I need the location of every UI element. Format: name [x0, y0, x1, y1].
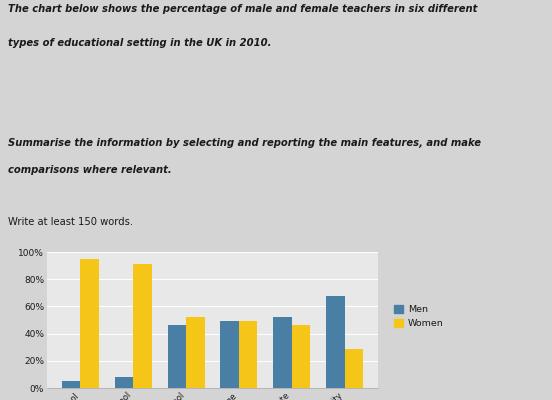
Text: comparisons where relevant.: comparisons where relevant. — [8, 165, 171, 175]
Text: types of educational setting in the UK in 2010.: types of educational setting in the UK i… — [8, 38, 271, 48]
Bar — [186, 317, 205, 388]
Legend: Men, Women: Men, Women — [394, 305, 444, 328]
Bar — [292, 326, 310, 388]
Bar — [344, 348, 363, 388]
Text: Summarise the information by selecting and reporting the main features, and make: Summarise the information by selecting a… — [8, 138, 481, 148]
Bar — [133, 264, 152, 388]
Bar — [81, 259, 99, 388]
Bar — [168, 326, 186, 388]
Bar — [115, 377, 133, 388]
Bar — [273, 317, 292, 388]
Text: Write at least 150 words.: Write at least 150 words. — [8, 217, 132, 227]
Bar — [62, 381, 81, 388]
Bar — [220, 321, 239, 388]
Bar — [239, 321, 257, 388]
Text: The chart below shows the percentage of male and female teachers in six differen: The chart below shows the percentage of … — [8, 4, 477, 14]
Bar — [326, 296, 344, 388]
